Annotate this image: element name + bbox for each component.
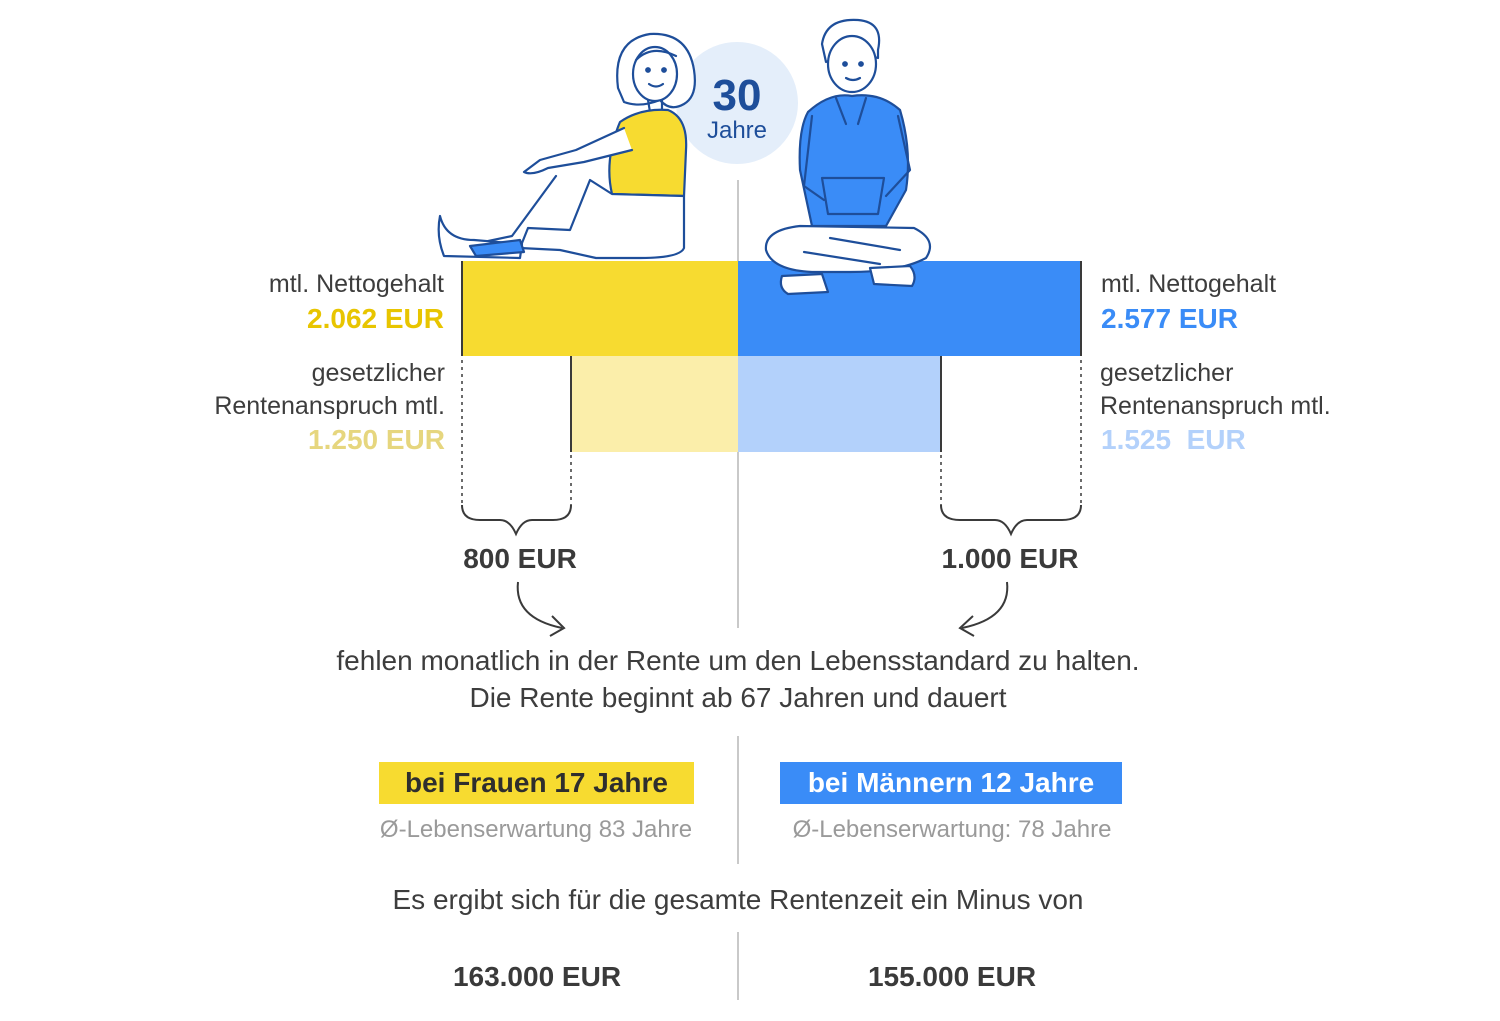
woman-life-expectancy: Ø-Lebenserwartung 83 Jahre [379, 816, 693, 843]
woman-salary-bar [462, 261, 738, 356]
man-illustration [764, 18, 932, 296]
woman-pension-bar [571, 356, 738, 452]
woman-gap-bracket [461, 504, 572, 537]
man-pension-bar [738, 356, 941, 452]
man-arrow [961, 581, 1009, 629]
man-salary-value: 2.577 EUR [1101, 303, 1238, 334]
age-unit: Jahre [706, 117, 768, 144]
man-salary-label: mtl. Nettogehalt [1101, 270, 1277, 298]
woman-pension-label-1: gesetzlicher [311, 359, 445, 387]
woman-arrow [516, 581, 563, 629]
man-pension-label-2: Rentenanspruch mtl. [1100, 392, 1331, 420]
woman-arrow-head [549, 615, 566, 637]
man-duration-badge: bei Männern 12 Jahre [780, 762, 1122, 804]
age-badge-circle [676, 42, 798, 164]
age-number: 30 [712, 71, 762, 120]
man-pension-label-1: gesetzlicher [1100, 359, 1234, 387]
woman-total-minus: 163.000 EUR [452, 961, 622, 992]
woman-duration-badge: bei Frauen 17 Jahre [379, 762, 694, 804]
missing-text-line-2: Die Rente beginnt ab 67 Jahren und dauer… [469, 682, 1007, 713]
man-life-expectancy: Ø-Lebenserwartung: 78 Jahre [792, 816, 1112, 843]
total-intro-text: Es ergibt sich für die gesamte Rentenzei… [392, 884, 1084, 915]
woman-salary-value: 2.062 EUR [307, 303, 444, 334]
man-total-minus: 155.000 EUR [867, 961, 1037, 992]
woman-illustration [437, 32, 696, 260]
man-pension-value: 1.525 EUR [1101, 424, 1246, 455]
woman-salary-label: mtl. Nettogehalt [268, 270, 444, 298]
man-gap-bracket [940, 504, 1082, 537]
missing-text-line-1: fehlen monatlich in der Rente um den Leb… [336, 645, 1140, 676]
man-gap-value: 1.000 EUR [941, 543, 1079, 574]
woman-pension-value: 1.250 EUR [308, 424, 445, 455]
woman-gap-value: 800 EUR [463, 543, 577, 574]
woman-pension-label-2: Rentenanspruch mtl. [214, 392, 445, 420]
man-arrow-head [958, 615, 975, 637]
